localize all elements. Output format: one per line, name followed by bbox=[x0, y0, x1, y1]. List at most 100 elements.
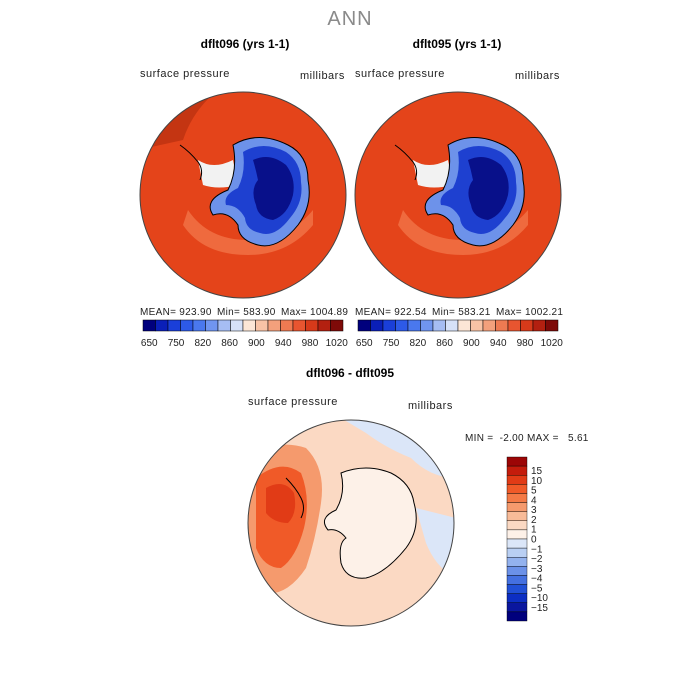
diff-colorbar-swatch bbox=[506, 529, 528, 540]
diff-colorbar-swatch bbox=[506, 575, 528, 585]
diff-colorbar-swatch bbox=[506, 456, 528, 467]
panel-2-max: Max= 1002.21 bbox=[496, 307, 564, 318]
diff-colorbar-swatch bbox=[506, 547, 528, 558]
panel-2-title: dflt095 (yrs 1-1) bbox=[412, 37, 502, 51]
panel-2-colorbar-swatch bbox=[482, 319, 496, 332]
panel-2-colorbar-tick-label: 980 bbox=[517, 338, 534, 349]
diff-min-max: MIN = -2.00 MAX = 5.61 bbox=[465, 433, 589, 444]
peninsula-coastline bbox=[285, 477, 304, 519]
panel-2-colorbar-swatch bbox=[520, 319, 534, 332]
panel-1-colorbar-swatch bbox=[305, 319, 319, 332]
panel-2-colorbar-tick-label: 900 bbox=[463, 338, 480, 349]
diff-variable-label: surface pressure bbox=[248, 396, 338, 408]
map-border bbox=[247, 419, 455, 627]
panel-2-colorbar-swatch bbox=[457, 319, 471, 332]
panel-1-colorbar-swatch bbox=[242, 319, 256, 332]
panel-2-units-label: millibars bbox=[515, 70, 560, 82]
panel-2-colorbar-swatch bbox=[407, 319, 421, 332]
panel-1-colorbar-tick-label: 650 bbox=[141, 338, 158, 349]
diff-colorbar-swatch bbox=[506, 502, 528, 512]
figure-title: ANN bbox=[327, 8, 373, 30]
negative-anomaly-east bbox=[416, 508, 454, 578]
diff-units-label: millibars bbox=[408, 400, 453, 412]
diff-colorbar-tick-label: −2 bbox=[531, 554, 543, 565]
diff-colorbar-swatch bbox=[506, 584, 528, 594]
panel-1-max: Max= 1004.89 bbox=[281, 307, 349, 318]
panel-1-colorbar-tick-label: 980 bbox=[302, 338, 319, 349]
panel-2-colorbar-swatch bbox=[545, 319, 559, 332]
diff-colorbar-tick-label: 5 bbox=[531, 486, 537, 497]
diff-colorbar-swatch bbox=[506, 465, 528, 476]
diff-colorbar-swatch bbox=[506, 611, 528, 622]
panel-1-colorbar-tick-label: 940 bbox=[275, 338, 292, 349]
panel-2-colorbar-swatch bbox=[420, 319, 434, 332]
panel-2-variable-label: surface pressure bbox=[355, 68, 445, 80]
diff-colorbar-swatch bbox=[506, 520, 528, 531]
diff-panel-title: dflt096 - dflt095 bbox=[305, 366, 395, 380]
panel-2-colorbar-swatch bbox=[370, 319, 384, 332]
panel-2-colorbar-tick-label: 860 bbox=[436, 338, 453, 349]
panel-2-colorbar-swatch bbox=[445, 319, 459, 332]
peninsula-coastline bbox=[179, 144, 203, 181]
diff-colorbar-tick-label: 1 bbox=[531, 525, 537, 536]
panel-2-colorbar-swatch bbox=[382, 319, 396, 332]
diff-colorbar-tick-label: 10 bbox=[531, 476, 543, 487]
low-pressure-ring bbox=[183, 210, 313, 255]
panel-1-colorbar-tick-label: 860 bbox=[221, 338, 238, 349]
panel-2-colorbar-swatch bbox=[532, 319, 546, 332]
panel-1-variable-label: surface pressure bbox=[140, 68, 230, 80]
peninsula-coastline bbox=[394, 144, 418, 181]
panel-1-title: dflt096 (yrs 1-1) bbox=[200, 37, 290, 51]
panel-1-colorbar-swatch bbox=[280, 319, 294, 332]
diff-colorbar-tick-label: −3 bbox=[531, 564, 543, 575]
diff-colorbar-tick-label: −4 bbox=[531, 574, 543, 585]
panel-2-colorbar-swatch bbox=[507, 319, 521, 332]
panel-1-colorbar-swatch bbox=[167, 319, 181, 332]
coastline bbox=[323, 467, 417, 579]
diff-colorbar-tick-label: −5 bbox=[531, 583, 543, 594]
panel-1-colorbar-swatch bbox=[230, 319, 244, 332]
panel-2-min: Min= 583.21 bbox=[432, 307, 491, 318]
panel-2-colorbar-swatch bbox=[432, 319, 446, 332]
diff-colorbar-swatch bbox=[506, 511, 528, 521]
diff-colorbar-tick-label: 0 bbox=[531, 535, 537, 546]
near-zero-region bbox=[324, 468, 417, 579]
peninsula-region bbox=[198, 160, 238, 188]
ice-sheet-core bbox=[468, 156, 509, 220]
panel-2-colorbar-tick-label: 750 bbox=[383, 338, 400, 349]
panel-1-colorbar-swatch bbox=[217, 319, 231, 332]
coastline bbox=[209, 137, 310, 247]
panel-2-colorbar-swatch bbox=[495, 319, 509, 332]
panel-1-colorbar-tick-label: 1020 bbox=[326, 338, 348, 349]
panel-1-colorbar-tick-label: 900 bbox=[248, 338, 265, 349]
panel-1-units-label: millibars bbox=[300, 70, 345, 82]
panel-2-mean: MEAN= 922.54 bbox=[355, 307, 427, 318]
map-border bbox=[139, 91, 347, 299]
ice-sheet-core bbox=[253, 156, 294, 220]
positive-anomaly-core bbox=[266, 484, 296, 523]
panel-2-colorbar: 650 750 820 860 900 940 980 1020 bbox=[356, 319, 563, 349]
diff-colorbar-tick-label: −1 bbox=[531, 544, 543, 555]
diff-colorbar-swatch bbox=[506, 557, 528, 567]
map-border bbox=[354, 91, 562, 299]
panel-2-colorbar-swatch bbox=[357, 319, 371, 332]
diff-colorbar-swatch bbox=[506, 475, 528, 485]
panel-1-colorbar-swatch bbox=[142, 319, 156, 332]
diff-colorbar-tick-label: 15 bbox=[531, 466, 543, 477]
low-pressure-ring bbox=[398, 210, 528, 255]
panel-1-colorbar-swatch bbox=[180, 319, 194, 332]
diff-colorbar-swatch bbox=[506, 484, 528, 494]
panel-1-colorbar-swatch bbox=[205, 319, 219, 332]
coastline bbox=[424, 137, 525, 247]
diff-colorbar-tick-label: −10 bbox=[531, 593, 548, 604]
panel-2-colorbar-tick-label: 1020 bbox=[541, 338, 563, 349]
panel-1-colorbar-swatch bbox=[255, 319, 269, 332]
panel-1-colorbar-swatch bbox=[267, 319, 281, 332]
diff-colorbar-tick-label: 4 bbox=[531, 495, 537, 506]
panel-1-colorbar-tick-label: 820 bbox=[194, 338, 211, 349]
peninsula-region bbox=[413, 160, 453, 188]
panel-2-polar-map bbox=[354, 91, 562, 299]
panel-2-colorbar-swatch bbox=[395, 319, 409, 332]
panel-1-colorbar-swatch bbox=[155, 319, 169, 332]
